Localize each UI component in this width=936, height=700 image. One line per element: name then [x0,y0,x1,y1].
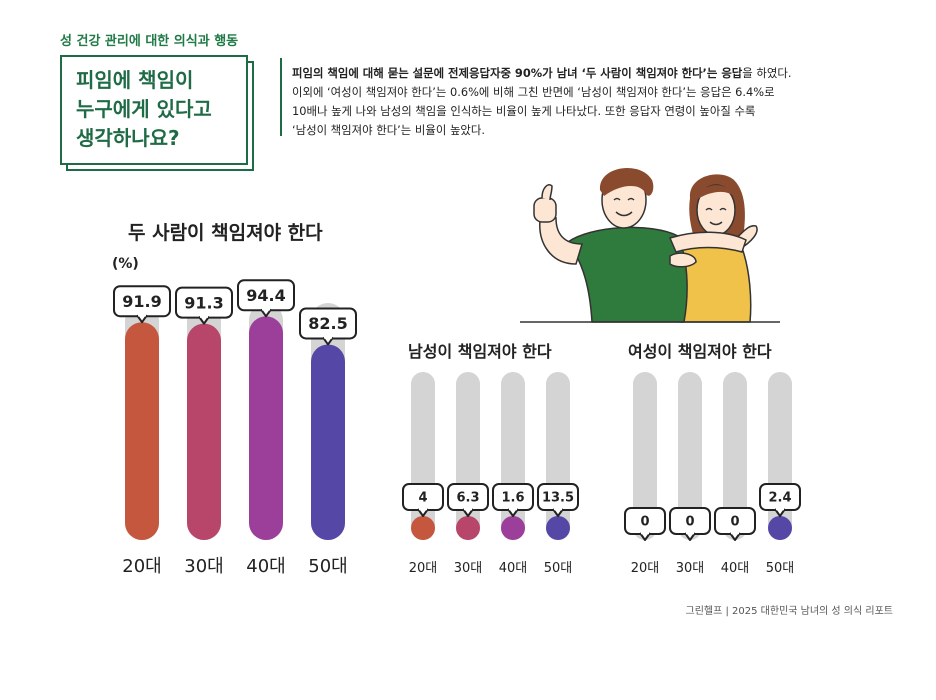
value-bubble-tail-2-3 [774,508,786,517]
category-label-0-1: 30대 [184,556,223,577]
category-label-0-2: 40대 [246,556,285,577]
bar-1-2 [501,516,525,540]
chart-both-responsible: 91.9 20대 91.3 30대 94.4 40대 82.5 50대 [113,279,357,577]
category-label-1-2: 40대 [499,561,528,576]
bar-0-1 [187,323,221,540]
chart-title-both: 두 사람이 책임져야 한다 [128,222,323,244]
value-label-1-3: 13.5 [542,491,574,506]
chart-title-male: 남성이 책임져야 한다 [408,342,552,361]
value-bubble-tail-0-1 [198,316,210,325]
category-label-2-1: 30대 [676,561,705,576]
bar-0-0 [125,322,159,540]
page-title: 피임에 책임이 누구에게 있다고 생각하나요? [76,66,246,153]
value-bubble-tail-0-3 [322,336,334,346]
category-label-1-0: 20대 [409,561,438,576]
value-label-0-0: 91.9 [122,292,161,311]
value-label-2-2: 0 [730,515,739,530]
category-label-1-1: 30대 [454,561,483,576]
value-label-0-2: 94.4 [246,286,285,305]
value-label-2-3: 2.4 [768,491,791,506]
description-line-3: 10배나 높게 나와 남성의 책임을 인식하는 비율이 높게 나타났다. 또한 … [292,104,756,118]
value-bubble-tail-0-0 [136,314,148,324]
bar-1-0 [411,516,435,540]
category-label-2-2: 40대 [721,561,750,576]
description-line-2: 이외에 ‘여성이 책임져야 한다’는 0.6%에 비해 그친 반면에 ‘남성이 … [292,85,775,99]
bar-0-2 [249,316,283,540]
section-label: 성 건강 관리에 대한 의식과 행동 [60,34,239,49]
bar-1-1 [456,516,480,540]
bar-2-3 [768,516,792,540]
bar-track-2-1 [678,372,702,540]
chart-unit-label: (%) [112,256,139,272]
couple-illustration [520,167,780,323]
title-line-2: 누구에게 있다고 [76,97,212,121]
category-label-0-0: 20대 [122,556,161,577]
bar-1-3 [546,516,570,540]
category-label-2-0: 20대 [631,561,660,576]
bar-track-2-0 [633,372,657,540]
value-bubble-tail-2-1 [684,532,696,541]
category-label-2-3: 50대 [766,561,795,576]
value-label-2-0: 0 [640,515,649,530]
value-bubble-tail-2-0 [639,532,651,541]
chart-title-female: 여성이 책임져야 한다 [628,342,772,361]
value-label-1-1: 6.3 [456,491,479,506]
title-line-3: 생각하나요? [76,126,180,150]
source-note: 그린헬프 | 2025 대한민국 남녀의 성 의식 리포트 [685,606,893,617]
value-label-1-0: 4 [418,491,427,506]
title-line-1: 피임에 책임이 [76,68,194,92]
description-line-1-rest: 을 하였다. [742,66,792,80]
value-label-2-1: 0 [685,515,694,530]
value-label-0-1: 91.3 [184,293,223,312]
chart-female-responsible: 0 20대 0 30대 0 40대 2.4 50대 [624,372,801,576]
bar-track-2-2 [723,372,747,540]
category-label-0-3: 50대 [308,556,347,577]
chart-male-responsible: 4 20대 6.3 30대 1.6 40대 13.5 50대 [402,372,579,576]
bar-0-3 [311,344,345,540]
description-line-1: 피임의 책임에 대해 묻는 설문에 전제응답자중 90%가 남녀 ‘두 사람이 … [292,64,858,83]
value-bubble-tail-1-0 [417,508,429,517]
description: 피임의 책임에 대해 묻는 설문에 전제응답자중 90%가 남녀 ‘두 사람이 … [292,64,858,140]
value-bubble-tail-2-2 [729,532,741,541]
description-line-1-bold: 피임의 책임에 대해 묻는 설문에 전제응답자중 90%가 남녀 ‘두 사람이 … [292,66,743,80]
title-box [60,55,248,165]
value-label-1-2: 1.6 [501,491,524,506]
value-bubble-tail-0-2 [260,308,272,318]
value-bubble-tail-1-2 [507,508,519,517]
description-divider [280,58,282,136]
value-bubble-tail-1-3 [552,508,564,517]
value-bubble-tail-1-1 [462,508,474,517]
value-label-0-3: 82.5 [308,314,347,333]
category-label-1-3: 50대 [544,561,573,576]
description-line-4: ‘남성이 책임져야 한다’는 비율이 높았다. [292,123,486,137]
